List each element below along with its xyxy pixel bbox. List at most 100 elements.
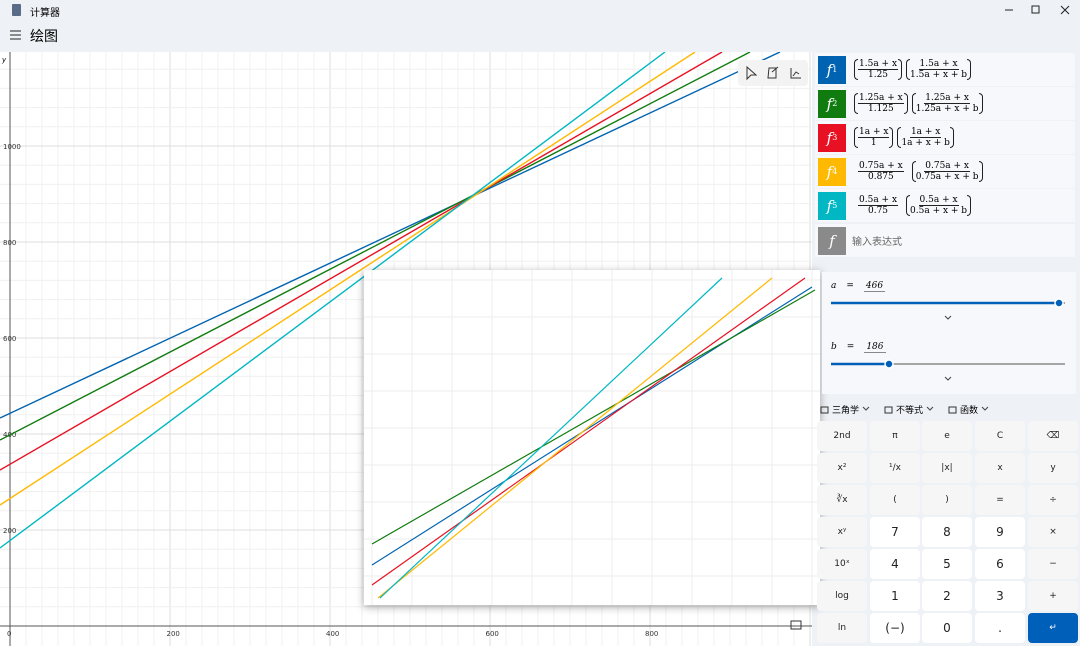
keypad-button[interactable]: |x|: [922, 453, 972, 483]
window-controls[interactable]: [995, 0, 1080, 20]
graph-tools[interactable]: [738, 60, 808, 86]
denominator: 1.25a + x + b: [915, 104, 979, 114]
fraction: 1.5a + x 1.5a + x + b: [906, 59, 972, 80]
function-index: 3: [832, 133, 838, 142]
function-icon: f: [818, 226, 846, 255]
keypad-button[interactable]: (: [870, 485, 920, 515]
numerator: 1.25a + x: [924, 93, 971, 104]
slider-thumb: [884, 359, 894, 369]
fraction: 0.75a + x 0.875: [854, 161, 908, 182]
keypad-button[interactable]: π: [870, 421, 920, 451]
keypad-button[interactable]: x: [975, 453, 1025, 483]
keypad-button[interactable]: C: [975, 421, 1025, 451]
function-symbol: f: [826, 196, 833, 215]
keypad-button[interactable]: 2: [922, 581, 972, 611]
expand-chevron: [944, 376, 952, 381]
numerator: 1a + x: [858, 127, 890, 138]
function-curve: [0, 52, 696, 506]
y-tick-label: 200: [3, 527, 16, 535]
keypad-button[interactable]: +: [1028, 581, 1078, 611]
variable-name: a: [831, 281, 837, 291]
numerator: 1.5a + x: [918, 59, 959, 70]
numerator: 0.75a + x: [924, 161, 971, 172]
function-index: 5: [832, 201, 838, 210]
y-tick-label: 1000: [3, 143, 21, 151]
icon-shape: [820, 406, 829, 413]
function-row[interactable]: f 2 1.25a + x 1.125 1.25a + x 1.25a + x + b: [815, 87, 1075, 120]
denominator: 0.75: [867, 206, 889, 216]
function-symbol: f: [826, 60, 833, 79]
fit-view-button[interactable]: [786, 616, 808, 636]
function-row[interactable]: f 1 1.5a + x 1.25 1.5a + x 1.5a + x + b: [815, 53, 1075, 86]
x-tick-label: 200: [167, 630, 180, 638]
function-index: 1: [832, 65, 838, 74]
zoom-inset: [364, 270, 820, 605]
chevron-shape: [981, 406, 989, 411]
keypad-toolbar: 三角学 不等式 函数: [820, 401, 989, 417]
keypad-button[interactable]: 2nd: [817, 421, 867, 451]
variable-name: b: [831, 342, 837, 352]
function-symbol: f: [826, 94, 833, 113]
keypad-button[interactable]: =: [975, 485, 1025, 515]
denominator: 1: [870, 138, 877, 148]
variable-slider[interactable]: [829, 297, 1067, 309]
function-row[interactable]: f 3 1a + x 1 1a + x 1a + x + b: [815, 121, 1075, 154]
function-index: 4: [832, 167, 838, 176]
fraction: 1.5a + x 1.25: [854, 59, 903, 80]
icon-shape: [948, 406, 957, 413]
toolbar-label: 函数: [960, 405, 979, 416]
variable-row: a = 466: [831, 281, 886, 292]
denominator: 1a + x + b: [901, 138, 950, 148]
chevron-shape: [862, 406, 870, 411]
keypad-button[interactable]: ×: [1028, 517, 1078, 547]
keypad-button[interactable]: (−): [870, 613, 920, 643]
keypad-button[interactable]: log: [817, 581, 867, 611]
keypad-button[interactable]: 5: [922, 549, 972, 579]
toolbar-button[interactable]: 不等式: [884, 403, 934, 416]
keypad-button[interactable]: 1: [870, 581, 920, 611]
keypad-button[interactable]: x²: [817, 453, 867, 483]
variables-panel: [822, 272, 1076, 394]
keypad-button[interactable]: ln: [817, 613, 867, 643]
keypad-button[interactable]: ∛x: [817, 485, 867, 515]
window-title: 计算器: [30, 8, 60, 19]
keypad-button[interactable]: ↵: [1028, 613, 1078, 643]
keypad-button[interactable]: 9: [975, 517, 1025, 547]
keypad-button[interactable]: y: [1028, 453, 1078, 483]
new-function-row[interactable]: f 输入表达式: [815, 224, 1075, 257]
keypad-button[interactable]: ¹/x: [870, 453, 920, 483]
keypad-button[interactable]: xʸ: [817, 517, 867, 547]
keypad-button[interactable]: −: [1028, 549, 1078, 579]
function-row[interactable]: f 5 0.5a + x 0.75 0.5a + x 0.5a + x + b: [815, 189, 1075, 222]
keypad-button[interactable]: ): [922, 485, 972, 515]
keypad-button[interactable]: 8: [922, 517, 972, 547]
keypad-button[interactable]: 4: [870, 549, 920, 579]
keypad-button[interactable]: e: [922, 421, 972, 451]
keypad-button[interactable]: ⌫: [1028, 421, 1078, 451]
function-row[interactable]: f 4 0.75a + x 0.875 0.75a + x 0.75a + x + b: [815, 155, 1075, 188]
keypad-button[interactable]: 10ˣ: [817, 549, 867, 579]
y-axis-label: y: [1, 56, 7, 64]
denominator: 1.125: [867, 104, 894, 114]
fraction: 1a + x 1a + x + b: [897, 127, 955, 148]
y-tick-label: 600: [3, 335, 16, 343]
toolbar-button[interactable]: 三角学: [820, 403, 870, 416]
toolbar-button[interactable]: 函数: [948, 403, 989, 416]
keypad-button[interactable]: 3: [975, 581, 1025, 611]
variable-slider[interactable]: [829, 358, 1067, 370]
keypad-button[interactable]: ÷: [1028, 485, 1078, 515]
keypad-button[interactable]: 0: [922, 613, 972, 643]
keypad-button[interactable]: 7: [870, 517, 920, 547]
toolbar-icon: [820, 406, 829, 413]
slider-thumb: [1054, 298, 1064, 308]
keypad-button[interactable]: 6: [975, 549, 1025, 579]
keypad-button[interactable]: .: [975, 613, 1025, 643]
menu-button[interactable]: [10, 30, 22, 40]
numerator: 1.25a + x: [858, 93, 904, 104]
